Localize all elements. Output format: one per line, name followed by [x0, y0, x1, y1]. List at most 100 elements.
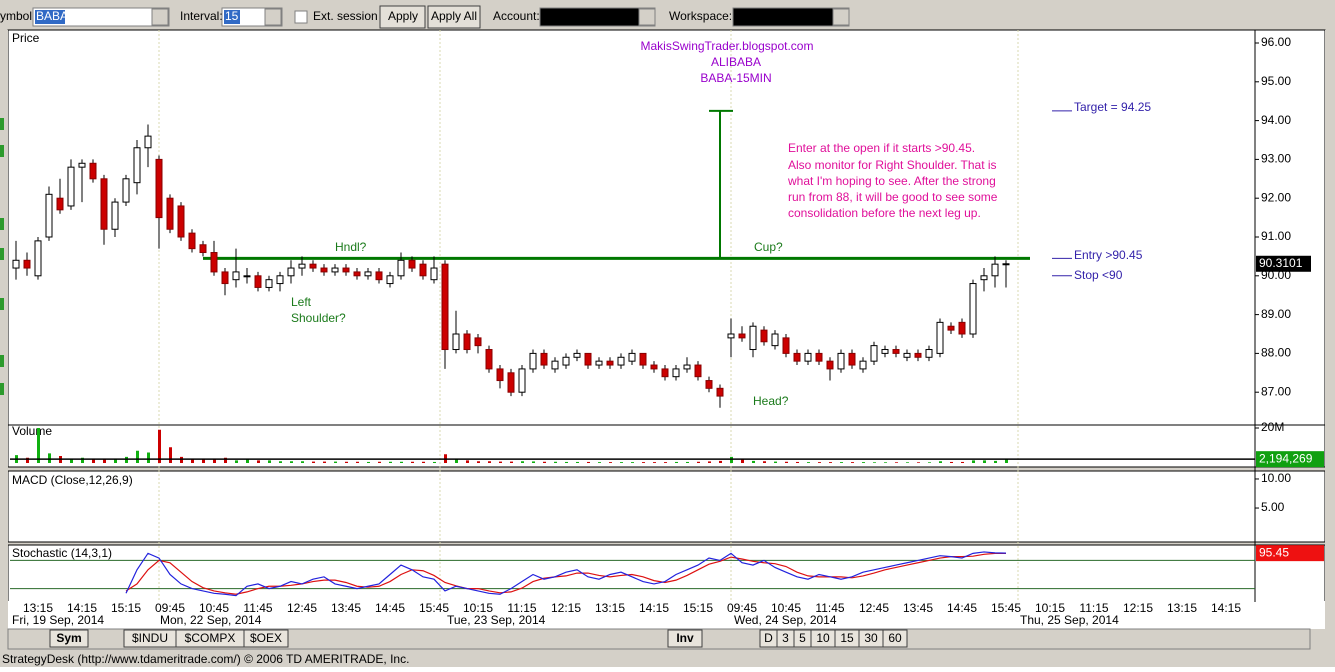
checkbox[interactable]	[294, 10, 308, 24]
candle-body	[540, 352, 548, 366]
candle-body	[232, 271, 240, 281]
candle-body	[738, 333, 746, 339]
tab-label[interactable]: 30	[864, 631, 878, 645]
panel-title: Price	[12, 31, 40, 45]
annotation: Entry >90.45	[1074, 248, 1143, 262]
panel-title: Volume	[12, 424, 52, 438]
volume-bar	[763, 461, 766, 463]
candle-body	[584, 352, 592, 366]
symbol-select	[35, 10, 65, 24]
workspace-box[interactable]	[732, 7, 850, 27]
candle-body	[56, 197, 64, 211]
candle-body	[243, 275, 251, 278]
tab-label[interactable]: $OEX	[250, 631, 282, 645]
volume-bar	[433, 461, 436, 463]
volume-bar	[389, 461, 392, 463]
x-tick-label: 11:15	[507, 601, 536, 615]
volume-bar	[851, 462, 854, 463]
tab[interactable]	[882, 629, 908, 648]
symbol-value[interactable]: BABA	[36, 9, 68, 23]
symbol-box[interactable]	[32, 7, 170, 27]
tab[interactable]	[49, 629, 89, 648]
candle-body	[177, 205, 185, 238]
tab-label[interactable]: Sym	[56, 631, 81, 645]
y-tick-label: 93.00	[1261, 152, 1291, 166]
volume-bar	[873, 462, 876, 463]
apply-text[interactable]: Apply	[388, 9, 418, 23]
volume-bar	[708, 461, 711, 463]
candle-body	[683, 364, 691, 370]
tab[interactable]	[243, 629, 289, 648]
volume-bar	[114, 458, 117, 463]
account-box[interactable]	[539, 7, 656, 27]
volume-bar	[697, 461, 700, 463]
x-tick-label: 13:15	[1167, 601, 1197, 615]
volume-bar	[609, 462, 612, 463]
tab-label[interactable]: $COMPX	[185, 631, 236, 645]
x-tick-label: 09:45	[727, 601, 757, 615]
tab-label[interactable]: 10	[816, 631, 830, 645]
x-tick-label: 14:45	[375, 601, 405, 615]
candle-body	[562, 356, 570, 366]
volume-bar	[180, 456, 183, 463]
candle-body	[133, 147, 141, 184]
volume-bar	[125, 456, 128, 463]
left-toolbar	[0, 30, 8, 629]
tab-label[interactable]: Inv	[676, 631, 694, 645]
tab-label[interactable]: $INDU	[132, 631, 168, 645]
dropdown-button[interactable]	[264, 8, 282, 26]
macd-panel	[7, 470, 1326, 543]
x-tick-label: 14:45	[947, 601, 977, 615]
volume-bar	[972, 460, 975, 463]
tab-label[interactable]: 5	[799, 631, 806, 645]
volume-bar	[411, 461, 414, 463]
volume-bar	[213, 459, 216, 463]
ext-session-label[interactable]: Ext. session	[313, 9, 378, 23]
candle-body	[958, 321, 966, 335]
tab[interactable]	[667, 629, 703, 648]
dropdown-button[interactable]	[832, 8, 850, 26]
volume-bar	[829, 462, 832, 463]
candle-body	[991, 263, 999, 277]
tab-label[interactable]: 60	[888, 631, 902, 645]
candle-body	[287, 267, 295, 277]
candle-body	[408, 259, 416, 269]
volume-last-label: 2,194,269	[1259, 451, 1313, 465]
apply-all-text[interactable]: Apply All	[431, 9, 477, 23]
x-tick-label: 10:45	[199, 601, 229, 615]
candle-body	[914, 352, 922, 358]
status-bar	[0, 650, 1335, 667]
volume-bar	[1005, 459, 1008, 463]
candle-body	[397, 259, 405, 277]
y-tick-label: 87.00	[1261, 384, 1291, 398]
tab-label[interactable]: 15	[840, 631, 854, 645]
x-tick-label: 12:45	[287, 601, 317, 615]
right-toolbar	[1325, 30, 1335, 629]
volume-bar	[301, 461, 304, 463]
volume-bar	[268, 460, 271, 463]
date-label: Fri, 19 Sep, 2014	[12, 613, 104, 627]
candle-body	[925, 349, 933, 358]
tab-label[interactable]: D	[764, 631, 773, 645]
x-tick-label: 13:45	[903, 601, 933, 615]
volume-bar	[565, 461, 568, 463]
candle-body	[859, 360, 867, 370]
panel-title: MACD (Close,12,26,9)	[12, 473, 133, 487]
apply-all-button[interactable]	[427, 5, 481, 29]
apply-button[interactable]	[379, 5, 426, 29]
volume-bar	[554, 461, 557, 463]
annotation: Stop <90	[1074, 268, 1123, 282]
stochastic-last-box	[1256, 545, 1324, 562]
volume-bar	[367, 461, 370, 463]
x-tick-label: 15:45	[419, 601, 449, 615]
dropdown-button[interactable]	[638, 8, 656, 26]
tab-label[interactable]: 3	[782, 631, 789, 645]
day-separators	[158, 30, 1019, 600]
x-tick-label: 11:15	[1079, 601, 1108, 615]
interval-value[interactable]: 15	[225, 9, 239, 23]
dropdown-button[interactable]	[151, 8, 169, 26]
candle-body	[947, 325, 955, 331]
candle-body	[529, 352, 537, 370]
candle-body	[276, 275, 284, 285]
candle-body	[903, 352, 911, 358]
